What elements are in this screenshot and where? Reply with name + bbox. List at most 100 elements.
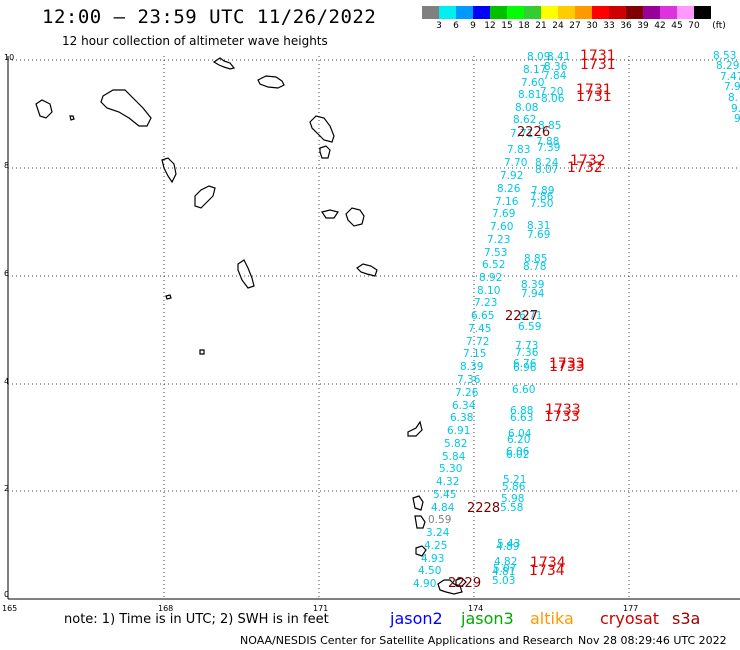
wave-height-reading: 8.78 (523, 261, 546, 273)
wave-height-reading: 7.45 (468, 323, 491, 335)
wave-height-reading: 8.24 (535, 157, 559, 169)
wave-height-reading: 8.41 (547, 51, 570, 63)
wave-height-reading: 7.36 (457, 374, 481, 386)
scale-label: 70 (688, 21, 700, 31)
timestamp: Nov 28 08:29:46 UTC 2022 (578, 634, 727, 647)
wave-height-reading: 6.91 (447, 425, 470, 437)
scale-label: 39 (637, 21, 649, 31)
wave-height-reading: 3.24 (426, 527, 450, 539)
color-scale-labels: 3 6 9 12 15 18 21 24 27 30 33 36 39 42 45 70 (ft) (422, 19, 740, 31)
wave-height-reading: 8.08 (515, 102, 538, 114)
satellite-legend-jason3: jason3 (461, 609, 514, 628)
wave-height-reading: 7.84 (543, 70, 567, 82)
wave-height-reading: 7.39 (537, 142, 560, 154)
grid-lines (7, 56, 740, 600)
wave-height-reading: 6.63 (510, 412, 533, 424)
island-outline (356, 263, 378, 277)
wave-height-reading: 7.72 (466, 336, 489, 348)
island-outline (319, 145, 331, 159)
wave-height-reading: 8.31 (527, 220, 550, 232)
wave-height-reading: 6.06 (506, 446, 530, 458)
x-tick-label: 171 (313, 604, 328, 613)
island-outline (412, 495, 424, 511)
wave-height-reading: 8.39 (460, 361, 483, 373)
wave-height-reading: 8.85 (524, 253, 547, 265)
scale-label: 21 (535, 21, 547, 31)
wave-height-reading: 8.17 (523, 64, 546, 76)
scale-swatch (694, 6, 711, 19)
wave-height-reading: 7.60 (490, 221, 513, 233)
scale-label: 9 (470, 21, 476, 31)
axis-labels: 165 168 171 174 177 0 2 4 6 8 10 (2, 53, 638, 613)
scale-label: 33 (603, 21, 615, 31)
y-tick-label: 2 (4, 484, 9, 493)
island-outline (237, 259, 255, 289)
wave-height-reading: 8.10 (477, 285, 500, 297)
pass-time-cryosat: 1733 (545, 402, 581, 418)
wave-height-reading: 7.88 (536, 136, 559, 148)
wave-height-reading: 7.92 (500, 170, 523, 182)
pass-time-cryosat: 1731 (576, 89, 612, 105)
wave-height-reading: 5.45 (433, 489, 456, 501)
wave-height-reading: 5.84 (442, 451, 466, 463)
scale-swatch (490, 6, 507, 19)
wave-height-reading: 4.82 (494, 556, 517, 568)
wave-height-reading: 4.84 (431, 502, 455, 514)
wave-height-reading: 7.23 (487, 234, 510, 246)
satellite-legend-altika: altika (530, 609, 574, 628)
island-outline (455, 577, 467, 587)
wave-height-reading: 7.20 (540, 86, 563, 98)
x-tick-label: 168 (158, 604, 173, 613)
wave-height-reading: 7.73 (515, 340, 538, 352)
island-outline (414, 515, 426, 529)
island-outline (321, 209, 339, 219)
wave-height-reading: 8.07 (535, 164, 558, 176)
wave-height-reading: 5.86 (502, 481, 526, 493)
y-tick-label: 4 (4, 377, 9, 386)
wave-height-reading: 9. (731, 103, 740, 115)
scale-label: 3 (436, 21, 442, 31)
island-outline (199, 349, 205, 355)
wave-height-reading: 6.34 (452, 400, 476, 412)
wave-height-reading: 4.89 (496, 541, 519, 553)
scale-label: 45 (671, 21, 683, 31)
pass-time-s3a: 2228 (467, 501, 500, 516)
scale-label: (ft) (712, 21, 726, 31)
scale-swatch (422, 6, 439, 19)
scale-swatch (643, 6, 660, 19)
wave-height-reading: 8.53 (713, 50, 736, 62)
wave-height-reading: 5.82 (444, 438, 467, 450)
scale-swatch (677, 6, 694, 19)
wave-height-reading: 7.36 (515, 347, 539, 359)
wave-height-reading: 7.69 (527, 229, 550, 241)
x-tick-label: 165 (2, 604, 17, 613)
wave-height-reading: 7.23 (474, 297, 497, 309)
wave-height-reading: 7.69 (492, 208, 515, 220)
wave-height-readings: 8.098.418.368.177.847.607.208.81 8.068.08… (413, 50, 740, 590)
island-outline (35, 99, 53, 119)
wave-height-reading: 4.50 (418, 565, 441, 577)
island-outline (69, 115, 75, 121)
pass-time-cryosat: 1734 (529, 563, 565, 579)
pass-time-cryosat: 1731 (576, 82, 612, 98)
map-subtitle: 12 hour collection of altimeter wave hei… (62, 34, 328, 48)
scale-swatch (541, 6, 558, 19)
wave-height-reading: 0.59 (428, 514, 451, 526)
scale-swatch (592, 6, 609, 19)
wave-height-reading: 7.53 (484, 247, 507, 259)
wave-height-reading: 8.09 (527, 51, 550, 63)
wave-height-reading: 8.36 (544, 61, 568, 73)
wave-height-reading: 7.26 (455, 387, 479, 399)
credit-text: NOAA/NESDIS Center for Satellite Applica… (240, 634, 574, 647)
wave-height-reading: 5.03 (492, 575, 515, 587)
island-outline (309, 115, 335, 143)
scale-label: 15 (501, 21, 513, 31)
wave-height-reading: 5.98 (501, 493, 524, 505)
pass-time-s3a: 2227 (505, 309, 538, 324)
wave-height-reading: 6.71 (519, 310, 542, 322)
wave-height-reading: 5.58 (500, 502, 523, 514)
wave-height-reading: 7.70 (504, 157, 527, 169)
scale-label: 6 (453, 21, 459, 31)
wave-height-reading: 4.90 (413, 578, 436, 590)
scale-swatch (558, 6, 575, 19)
